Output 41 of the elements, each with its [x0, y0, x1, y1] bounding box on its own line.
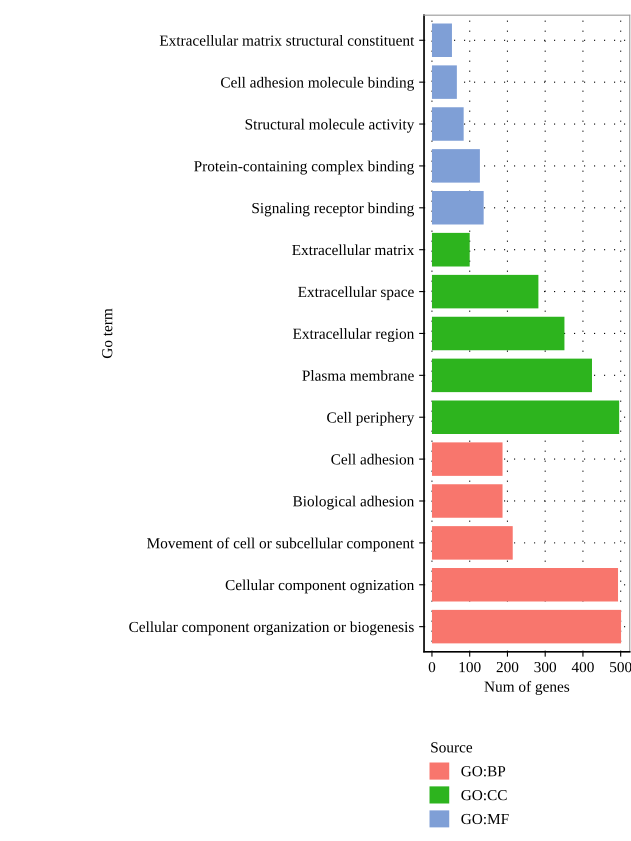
y-tick-label: Extracellular region: [293, 328, 414, 342]
y-tick-label: Cell adhesion: [331, 454, 414, 465]
y-tick-label: Signaling receptor binding: [252, 202, 414, 216]
bar: [432, 274, 538, 308]
bar: [432, 65, 457, 99]
bar: [432, 526, 513, 560]
x-axis-title: Num of genes: [484, 680, 570, 695]
y-tick-label: Extracellular matrix structural constituent: [160, 34, 414, 46]
bar: [432, 568, 618, 602]
bar: [432, 610, 622, 644]
y-tick-label: Biological adhesion: [292, 496, 414, 510]
x-tick-label: 400: [572, 662, 594, 672]
x-tick-label: 300: [534, 662, 556, 672]
bar: [432, 484, 503, 518]
y-tick-label: Protein-containing complex binding: [194, 160, 414, 175]
legend-label: GO:CC: [461, 790, 507, 800]
y-tick-label: Extracellular matrix: [292, 244, 414, 256]
bar: [432, 232, 470, 266]
y-tick-label: Cell adhesion molecule binding: [221, 76, 414, 91]
bar: [432, 107, 464, 141]
y-tick-label: Structural molecule activity: [246, 118, 414, 133]
y-tick-label: Extracellular space: [298, 286, 414, 300]
y-tick-label: Movement of cell or subcellular component: [147, 538, 414, 552]
y-tick-label: Plasma membrane: [302, 370, 414, 381]
bar: [432, 191, 484, 225]
bar: [432, 316, 564, 350]
bar: [432, 149, 480, 183]
x-tick-label: 100: [460, 662, 481, 672]
legend-label: GO:BP: [461, 766, 506, 776]
y-tick-label: Cellular component ognization: [226, 579, 414, 594]
bar: [432, 24, 452, 58]
x-tick-label: 200: [496, 662, 518, 672]
bar: [432, 358, 592, 392]
bar: [432, 400, 620, 434]
y-tick-label: Cell periphery: [327, 412, 414, 426]
y-axis-title: Go term: [102, 308, 112, 358]
y-tick-label: Cellular component organization or biogenesis: [129, 621, 414, 636]
bar: [432, 442, 503, 476]
legend-label: GO:MF: [461, 814, 509, 824]
x-tick-label: 0: [428, 662, 436, 672]
legend-title: Source: [431, 742, 472, 753]
